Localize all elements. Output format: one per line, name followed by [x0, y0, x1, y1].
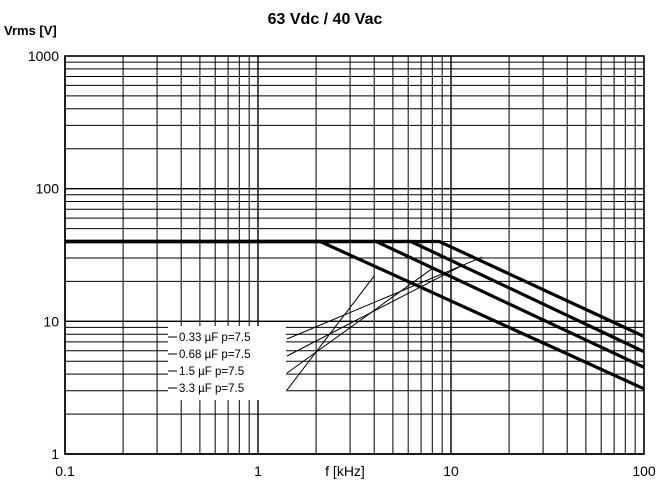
- legend-entry-label: 1.5 µF p=7.5: [179, 366, 244, 378]
- y-tick-label: 1: [51, 446, 59, 462]
- x-tick-label: 1: [254, 463, 262, 479]
- series-line: [65, 239, 645, 391]
- legend-leader-line: [286, 264, 463, 357]
- x-axis-label: f [kHz]: [325, 463, 365, 479]
- y-tick-label: 1000: [28, 48, 59, 64]
- y-tick-label: 100: [36, 181, 60, 197]
- legend-entry-label: 0.33 µF p=7.5: [179, 332, 251, 344]
- legend: 0.33 µF p=7.5 0.68 µF p=7.5 1.5 µF p=7.5 3.…: [168, 256, 483, 400]
- x-tick-label: 100: [632, 463, 656, 479]
- legend-leader-line: [286, 256, 483, 340]
- series-lines: [65, 239, 645, 391]
- legend-entry-label: 0.68 µF p=7.5: [179, 349, 251, 361]
- legend-leader-line: [286, 268, 433, 374]
- y-axis-label: Vrms [V]: [4, 23, 57, 38]
- x-tick-label: 10: [443, 463, 459, 479]
- y-tick-label: 10: [43, 313, 59, 329]
- legend-leader-line: [286, 275, 375, 391]
- legend-background: [168, 326, 286, 400]
- legend-entry-label: 3.3 µF p=7.5: [179, 383, 244, 395]
- plot-frame: [64, 55, 645, 455]
- chart-title: 63 Vdc / 40 Vac: [268, 11, 383, 28]
- x-tick-label: 0.1: [55, 463, 75, 479]
